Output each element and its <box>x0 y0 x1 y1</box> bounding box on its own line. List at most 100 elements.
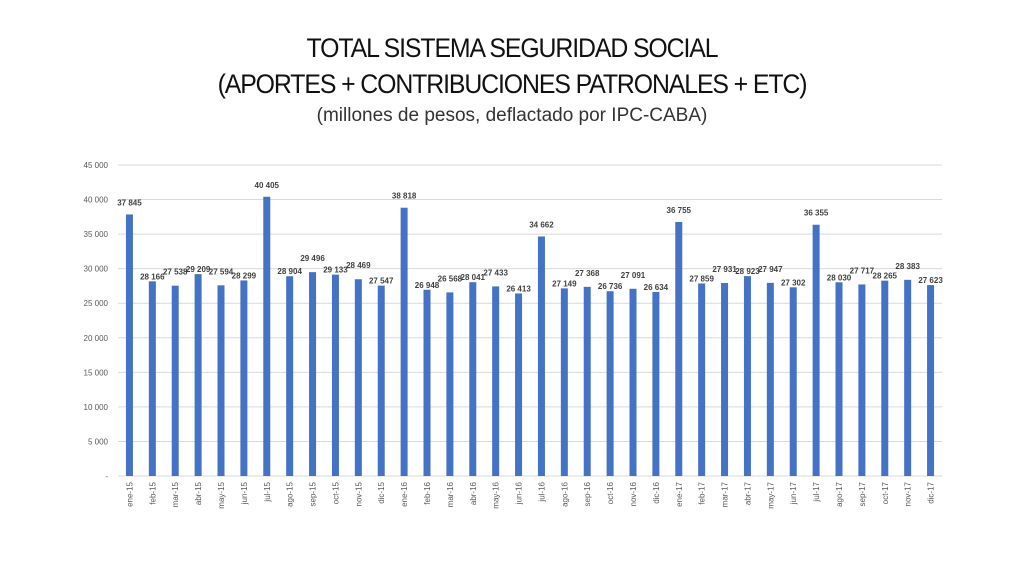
data-label: 28 166 <box>140 272 165 281</box>
chart-subtitle: (APORTES + CONTRIBUCIONES PATRONALES + E… <box>217 69 808 99</box>
x-tick-label: jun-17 <box>789 481 798 505</box>
data-label: 27 594 <box>209 267 234 276</box>
bar <box>171 285 179 476</box>
x-tick-label: may-17 <box>766 481 775 508</box>
bar <box>469 282 477 476</box>
data-label: 27 859 <box>689 274 714 283</box>
x-axis: ene-15 feb-15 mar-15 abr-15 may-15 jun-15 jul-… <box>125 481 935 508</box>
bar <box>835 282 843 476</box>
x-tick-label: feb-16 <box>423 481 432 504</box>
bar <box>515 293 523 476</box>
bar <box>354 279 362 476</box>
data-label: 28 030 <box>827 273 852 282</box>
y-tick-label: - <box>105 472 108 481</box>
x-tick-label: ene-16 <box>400 481 409 506</box>
data-label: 28 041 <box>461 273 486 282</box>
x-tick-label: dic-15 <box>377 481 386 503</box>
x-tick-label: nov-15 <box>354 481 363 506</box>
bar <box>217 285 225 476</box>
data-label: 27 931 <box>712 265 737 274</box>
data-label: 26 634 <box>644 283 669 292</box>
bar <box>560 288 568 476</box>
data-label: 27 538 <box>163 268 188 277</box>
bar <box>629 288 637 476</box>
x-tick-label: jun-15 <box>240 481 249 505</box>
data-label: 27 623 <box>918 276 943 285</box>
data-label: 29 133 <box>323 266 348 275</box>
x-tick-label: feb-15 <box>148 481 157 504</box>
x-tick-label: sep-17 <box>858 481 867 506</box>
data-label: 27 717 <box>850 266 875 275</box>
bar <box>125 214 133 476</box>
data-label: 36 755 <box>667 206 692 215</box>
y-tick-label: 10 000 <box>84 403 109 412</box>
data-label: 38 818 <box>392 192 417 201</box>
data-label: 28 299 <box>232 271 257 280</box>
data-label: 29 496 <box>300 254 325 263</box>
bar <box>858 284 866 476</box>
bar <box>698 283 706 476</box>
data-label: 40 405 <box>255 181 280 190</box>
x-tick-label: abr-17 <box>743 481 752 505</box>
bar <box>881 280 889 476</box>
bars <box>125 196 935 476</box>
bar <box>263 196 271 476</box>
y-tick-label: 5 000 <box>88 437 109 446</box>
data-label: 34 662 <box>529 220 554 229</box>
bar <box>583 286 591 476</box>
bar <box>652 291 660 476</box>
y-tick-label: 40 000 <box>84 196 109 205</box>
bar <box>331 274 339 476</box>
bar <box>927 285 935 476</box>
x-tick-label: dic-16 <box>652 481 661 503</box>
x-tick-label: ene-15 <box>125 481 134 506</box>
x-tick-label: jul-16 <box>537 481 546 502</box>
x-tick-label: mar-17 <box>721 481 730 507</box>
bar <box>812 224 820 476</box>
bar <box>789 287 797 476</box>
bar <box>537 236 545 476</box>
x-tick-label: may-15 <box>217 481 226 508</box>
data-label: 28 469 <box>346 261 371 270</box>
data-label: 27 091 <box>621 271 646 280</box>
chart-units-note: (millones de pesos, deflactado por IPC-C… <box>316 105 708 126</box>
x-tick-label: jul-15 <box>263 481 272 502</box>
bar <box>400 207 408 476</box>
y-tick-label: 35 000 <box>84 230 109 239</box>
chart-title-block: TOTAL SISTEMA SEGURIDAD SOCIAL (APORTES … <box>0 30 1024 130</box>
bar <box>492 286 500 476</box>
x-tick-label: oct-17 <box>881 481 890 504</box>
y-axis: - 5 000 10 000 15 000 20 000 25 000 30 000 35 0… <box>84 161 109 481</box>
y-tick-label: 25 000 <box>84 299 109 308</box>
bar <box>721 282 729 476</box>
x-tick-label: nov-16 <box>629 481 638 506</box>
data-label: 36 355 <box>804 209 829 218</box>
y-tick-label: 20 000 <box>84 334 109 343</box>
x-tick-label: oct-16 <box>606 481 615 504</box>
data-label: 28 904 <box>277 267 302 276</box>
data-label: 27 547 <box>369 277 394 286</box>
x-tick-label: mar-15 <box>171 481 180 507</box>
x-tick-label: sep-15 <box>309 481 318 506</box>
bar <box>904 279 912 476</box>
x-tick-label: ago-15 <box>286 481 295 506</box>
data-label: 26 568 <box>438 274 463 283</box>
data-label: 27 302 <box>781 278 806 287</box>
x-tick-label: ago-16 <box>560 481 569 506</box>
x-tick-label: jul-17 <box>812 481 821 502</box>
bar <box>240 280 248 476</box>
x-tick-label: may-16 <box>492 481 501 508</box>
data-label: 29 209 <box>186 265 211 274</box>
bar <box>606 291 614 476</box>
bar <box>148 281 156 476</box>
data-label: 28 383 <box>895 262 920 271</box>
y-tick-label: 15 000 <box>84 368 109 377</box>
data-label: 28 923 <box>735 267 760 276</box>
x-tick-label: nov-17 <box>904 481 913 506</box>
y-tick-label: 30 000 <box>84 265 109 274</box>
bar <box>675 221 683 476</box>
x-tick-label: ene-17 <box>675 481 684 506</box>
data-label: 37 845 <box>117 198 142 207</box>
